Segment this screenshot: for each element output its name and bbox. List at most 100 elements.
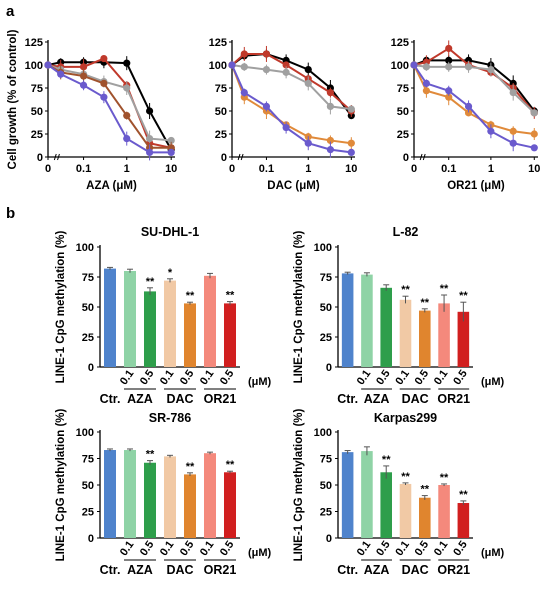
bar <box>457 503 470 538</box>
significance-marker: ** <box>401 471 410 483</box>
y-tick-label: 125 <box>391 37 409 49</box>
concentration-label: 0.1 <box>432 368 451 387</box>
bar <box>164 280 176 367</box>
unit-label: (μM) <box>248 547 272 559</box>
bar <box>204 275 216 367</box>
y-tick-label: 100 <box>209 60 227 72</box>
concentration-label: 0.1 <box>355 539 374 558</box>
series-2 <box>410 40 538 119</box>
x-tick-label: 0 <box>45 163 51 175</box>
bar-chart-1: SU-DHL-1 0 25 50 75 100 LINE-1 CpG methylation… <box>55 225 272 406</box>
y-tick-label: 25 <box>320 507 332 519</box>
x-tick-label: 1 <box>124 163 130 175</box>
concentration-label: 0.5 <box>451 368 470 387</box>
data-point <box>228 61 236 69</box>
y-tick-label: 50 <box>320 302 332 314</box>
y-tick-label: 75 <box>82 454 94 466</box>
y-tick-label: 50 <box>397 106 409 118</box>
data-point <box>347 139 355 147</box>
concentration-label: 0.1 <box>158 539 177 558</box>
y-tick-label: 0 <box>326 362 332 374</box>
x-axis-title: AZA (μM) <box>86 180 137 192</box>
concentration-label: 0.5 <box>218 539 237 558</box>
y-tick-label: 0 <box>88 362 94 374</box>
group-label: Ctr. <box>337 563 358 577</box>
data-point <box>487 127 495 135</box>
data-point <box>530 130 538 138</box>
data-point <box>509 89 517 97</box>
data-point <box>464 102 473 110</box>
bar <box>457 311 470 367</box>
y-tick-label: 125 <box>25 37 43 49</box>
significance-marker: ** <box>186 461 195 473</box>
concentration-label: 0.1 <box>158 368 177 387</box>
data-point <box>123 59 131 67</box>
y-tick-label: 25 <box>82 507 94 519</box>
data-point <box>464 109 473 117</box>
concentration-label: 0.5 <box>138 368 157 387</box>
group-label: OR21 <box>437 563 470 577</box>
bar <box>124 450 136 538</box>
y-tick-label: 125 <box>209 37 227 49</box>
y-tick-label: 75 <box>320 272 332 284</box>
group-label: OR21 <box>204 563 237 577</box>
data-point <box>123 84 131 92</box>
y-tick-label: 50 <box>215 106 227 118</box>
x-tick-label: 10 <box>345 163 357 175</box>
data-point <box>123 112 131 120</box>
data-point <box>282 61 290 69</box>
data-point <box>530 109 538 117</box>
concentration-label: 0.5 <box>374 539 393 558</box>
concentration-label: 0.5 <box>178 539 197 558</box>
axis-break-mark <box>419 153 423 161</box>
y-tick-label: 100 <box>76 242 94 254</box>
x-tick-label: 10 <box>528 163 540 175</box>
data-point <box>79 81 88 89</box>
series-line <box>413 64 535 135</box>
bar-chart-2: L-82 0 25 50 75 100 LINE-1 CpG methylation (%)… <box>293 225 505 406</box>
group-label: OR21 <box>204 392 237 406</box>
significance-marker: ** <box>226 459 235 471</box>
axis-break-mark <box>240 153 244 161</box>
chart-title: SU-DHL-1 <box>141 225 199 239</box>
data-point <box>445 44 453 53</box>
data-point <box>79 72 88 80</box>
data-point <box>326 102 334 110</box>
x-tick-label: 1 <box>305 163 311 175</box>
group-label: DAC <box>402 392 429 406</box>
bar <box>380 287 392 367</box>
bar <box>104 268 116 367</box>
group-label: AZA <box>127 392 153 406</box>
significance-marker: ** <box>459 290 468 302</box>
data-point <box>262 102 271 110</box>
bar <box>399 483 412 538</box>
concentration-label: 0.5 <box>413 539 432 558</box>
data-point <box>240 50 248 58</box>
bar <box>184 474 196 538</box>
x-tick-label: 0.1 <box>76 163 91 175</box>
bar <box>224 472 236 538</box>
series-5 <box>44 61 175 161</box>
data-point <box>464 63 473 71</box>
data-point <box>326 136 334 145</box>
bar <box>204 453 216 538</box>
significance-marker: ** <box>146 449 155 461</box>
x-tick-label: 10 <box>165 163 177 175</box>
data-point <box>240 89 248 97</box>
y-axis-title: LINE-1 CpG methylation (%) <box>55 408 67 561</box>
bar <box>164 456 176 538</box>
bar <box>104 450 116 538</box>
data-point <box>509 127 517 135</box>
data-point <box>282 123 290 132</box>
y-tick-label: 75 <box>320 454 332 466</box>
bar <box>184 303 196 367</box>
bar <box>361 274 373 367</box>
significance-marker: * <box>168 267 173 279</box>
bar-chart-3: SR-786 0 25 50 75 100 LINE-1 CpG methylation (… <box>55 408 272 577</box>
concentration-label: 0.1 <box>198 539 217 558</box>
significance-marker: ** <box>421 484 430 496</box>
x-tick-label: 0 <box>229 163 235 175</box>
bar <box>438 485 450 538</box>
y-tick-label: 50 <box>320 480 332 492</box>
data-point <box>422 87 430 95</box>
